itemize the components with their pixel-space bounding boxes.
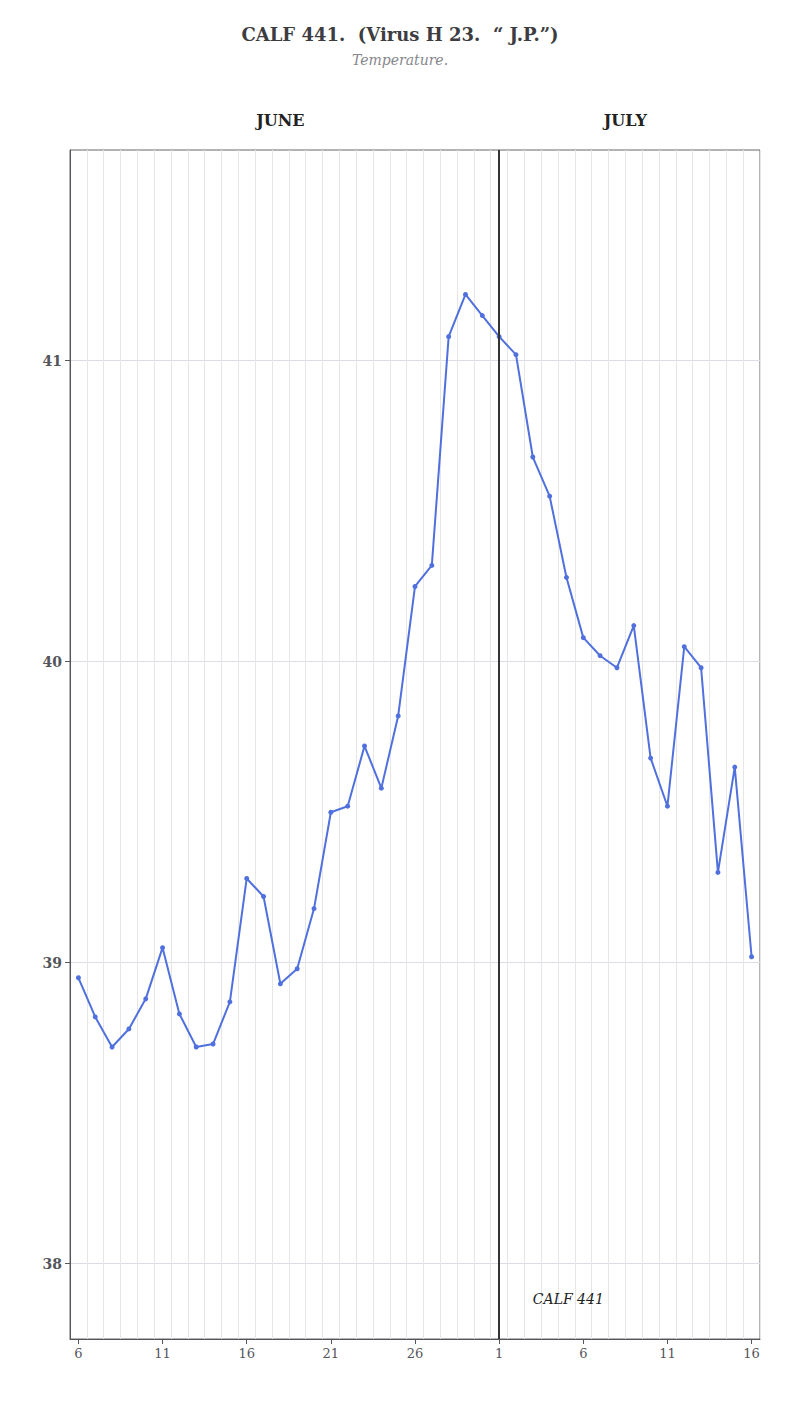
svg-text:16: 16 [743,1346,760,1361]
svg-text:21: 21 [323,1346,340,1361]
svg-text:41: 41 [43,353,62,369]
svg-text:JULY: JULY [602,111,648,130]
svg-text:JUNE: JUNE [254,111,304,130]
svg-text:11: 11 [154,1346,171,1361]
svg-text:16: 16 [238,1346,255,1361]
svg-text:CALF 441. (Virus H 23. “ J.P: CALF 441. (Virus H 23. “ J.P.”) [241,24,558,45]
svg-text:38: 38 [43,1256,62,1272]
svg-text:26: 26 [407,1346,424,1361]
svg-text:11: 11 [659,1346,676,1361]
svg-text:40: 40 [43,654,63,670]
svg-text:6: 6 [74,1346,82,1361]
svg-text:CALF 441: CALF 441 [533,1291,604,1307]
svg-text:39: 39 [43,955,62,971]
svg-text:Temperature.: Temperature. [352,52,448,68]
svg-text:1: 1 [495,1346,503,1361]
svg-text:6: 6 [579,1346,587,1361]
